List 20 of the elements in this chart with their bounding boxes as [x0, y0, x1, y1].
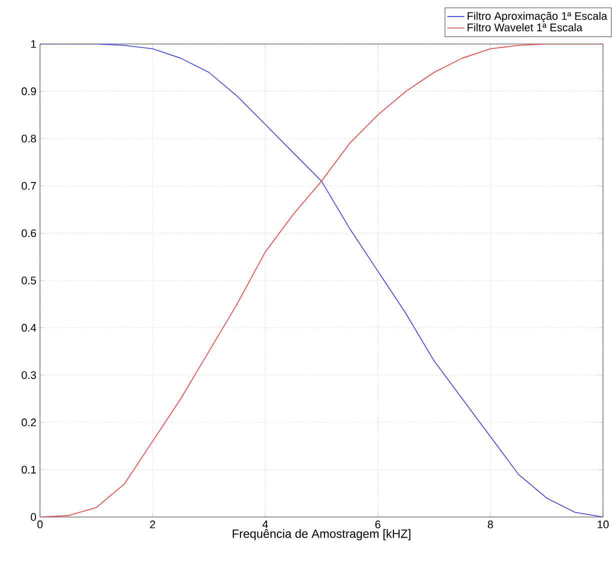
x-tick-label: 8 [488, 520, 493, 528]
legend-label: Filtro Aproximação 1ª Escala [468, 12, 608, 22]
y-tick-label: 0.3 [22, 371, 36, 379]
x-tick-label: 2 [150, 520, 156, 528]
x-tick-label: 6 [375, 520, 380, 528]
x-tick-label: 0 [37, 520, 43, 528]
y-tick-label: 0.1 [22, 466, 36, 474]
legend-label: Filtro Wavelet 1ª Escala [468, 23, 582, 32]
x-axis-title: Frequência de Amostragem [kHZ] [232, 529, 410, 540]
x-tick-label: 10 [598, 520, 609, 528]
x-tick-label: 4 [262, 520, 268, 528]
y-tick-label: 0.5 [22, 276, 36, 284]
y-tick-label: 1 [31, 40, 36, 48]
y-tick-label: 0.8 [22, 134, 36, 142]
y-tick-label: 0.2 [22, 418, 36, 426]
y-tick-label: 0.6 [22, 229, 36, 238]
y-tick-label: 0 [30, 513, 36, 521]
y-tick-label: 0.9 [22, 87, 36, 96]
y-tick-label: 0.4 [22, 324, 36, 332]
y-tick-label: 0.7 [22, 182, 36, 190]
